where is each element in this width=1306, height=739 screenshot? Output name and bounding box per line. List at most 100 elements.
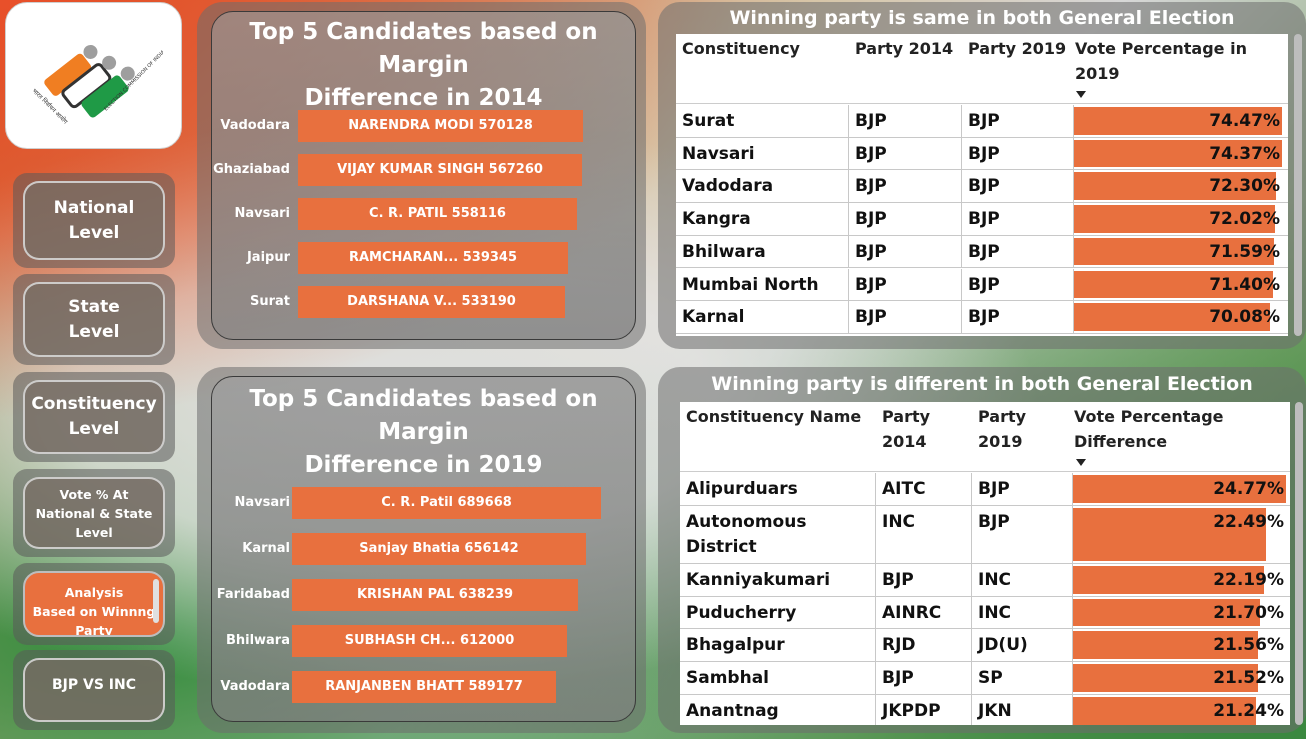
table-diff-header-party-2019-line2: 2019 (978, 432, 1023, 451)
nav-analysis-label-2: Based on Winnng (32, 604, 156, 619)
cell-party-2019: BJP (962, 268, 1074, 301)
bar[interactable]: RANJANBEN BHATT 589177 (292, 671, 556, 703)
table-same: Constituency Party 2014 Party 2019 Vote … (676, 34, 1288, 336)
sort-desc-icon[interactable] (1076, 459, 1086, 466)
sort-desc-icon[interactable] (1076, 91, 1086, 98)
table-row[interactable]: Bhilwara BJP BJP 71.59% (676, 235, 1288, 269)
bar[interactable]: KRISHAN PAL 638239 (292, 579, 578, 611)
cell-vote-percentage: 72.02% (1074, 203, 1284, 235)
bar-category-label: Navsari (234, 206, 290, 221)
cell-vote-difference: 22.49% (1073, 506, 1288, 563)
table-row[interactable]: Autonomous District INC BJP 22.49% (680, 505, 1290, 564)
cell-constituency-name: Sambhal (680, 662, 876, 694)
nav-state-level-button[interactable]: State Level (13, 274, 175, 365)
cell-party-2014: BJP (849, 268, 962, 301)
cell-constituency: Bhilwara (676, 235, 849, 268)
bar-row[interactable]: Surat DARSHANA V... 533190 (212, 286, 635, 318)
table-same-header-vote[interactable]: Vote Percentage in 2019 (1069, 34, 1251, 86)
vote-percentage-bar (1074, 303, 1270, 331)
vote-difference-value: 24.77% (1213, 479, 1284, 499)
table-diff-scrollbar[interactable] (1295, 402, 1303, 725)
bar-category-label: Karnal (242, 541, 290, 556)
table-same-panel: Winning party is same in both General El… (658, 2, 1306, 349)
cell-constituency-name: Autonomous District (680, 505, 876, 563)
bar-row[interactable]: Vadodara RANJANBEN BHATT 589177 (212, 671, 635, 703)
nav-constituency-level-button[interactable]: Constituency Level (13, 372, 175, 462)
table-row[interactable]: Puducherry AINRC INC 21.70% (680, 596, 1290, 630)
bar[interactable]: SUBHASH CH... 612000 (292, 625, 567, 657)
table-row[interactable]: Navsari BJP BJP 74.37% (676, 137, 1288, 171)
bar[interactable]: Sanjay Bhatia 656142 (292, 533, 586, 565)
table-row[interactable]: Bhagalpur RJD JD(U) 21.56% (680, 629, 1290, 663)
table-diff-header-party-2014[interactable]: Party 2014 (876, 402, 934, 454)
nav-bjp-vs-inc-button[interactable]: BJP VS INC (13, 650, 175, 730)
bar-row[interactable]: Vadodara NARENDRA MODI 570128 (212, 110, 635, 142)
bar-category-label: Vadodara (220, 679, 290, 694)
table-row[interactable]: Surat BJP BJP 74.47% (676, 105, 1288, 138)
bar-data-label: NARENDRA MODI 570128 (348, 118, 533, 133)
bar-row[interactable]: Karnal Sanjay Bhatia 656142 (212, 533, 635, 565)
cell-party-2019: BJP (972, 505, 1073, 563)
table-row[interactable]: Karnal BJP BJP 70.08% (676, 301, 1288, 334)
bar-category-label: Bhilwara (225, 633, 290, 648)
cell-constituency: Karnal (676, 301, 849, 333)
chart-2014-title-2: Difference in 2014 (304, 85, 543, 111)
table-same-header-constituency[interactable]: Constituency (682, 39, 800, 58)
table-same-scrollbar[interactable] (1294, 34, 1302, 336)
table-row[interactable]: Kanniyakumari BJP INC 22.19% (680, 563, 1290, 597)
table-row[interactable]: Kangra BJP BJP 72.02% (676, 203, 1288, 236)
table-same-header-party-2019[interactable]: Party 2019 (968, 39, 1067, 58)
table-diff-header-constituency-name[interactable]: Constituency Name (686, 407, 862, 426)
bar-row[interactable]: Navsari C. R. PATIL 558116 (212, 198, 635, 230)
bar[interactable]: C. R. Patil 689668 (292, 487, 601, 519)
cell-constituency: Navsari (676, 137, 849, 170)
chart-2014-title-1: Top 5 Candidates based on Margin (249, 19, 598, 78)
cell-party-2014: BJP (849, 235, 962, 268)
bar-data-label: SUBHASH CH... 612000 (344, 633, 515, 648)
bar-row[interactable]: Ghaziabad VIJAY KUMAR SINGH 567260 (212, 154, 635, 186)
vote-percentage-value: 72.02% (1209, 209, 1280, 230)
nav-analysis-winning-party-button[interactable]: Analysis Based on Winnng Party (13, 563, 175, 645)
cell-party-2019: BJP (962, 235, 1074, 268)
bar-row[interactable]: Jaipur RAMCHARAN... 539345 (212, 242, 635, 274)
bar[interactable]: RAMCHARAN... 539345 (298, 242, 568, 274)
bar[interactable]: NARENDRA MODI 570128 (298, 110, 583, 142)
table-diff-title: Winning party is different in both Gener… (711, 373, 1253, 395)
bar-row[interactable]: Navsari C. R. Patil 689668 (212, 487, 635, 519)
table-diff-header-vote[interactable]: Vote Percentage Difference (1068, 402, 1228, 454)
cell-vote-percentage: 72.30% (1074, 170, 1284, 202)
table-same-header-vote-line2: 2019 (1075, 64, 1120, 83)
cell-party-2014: BJP (849, 301, 962, 333)
cell-vote-difference: 21.56% (1073, 629, 1288, 661)
vote-difference-bar (1073, 664, 1258, 692)
table-row[interactable]: Anantnag JKPDP JKN 21.24% (680, 695, 1290, 725)
cell-constituency-name: Kanniyakumari (680, 563, 876, 596)
table-diff-header-party-2019[interactable]: Party 2019 (972, 402, 1030, 454)
bar-data-label: C. R. Patil 689668 (381, 495, 512, 510)
nav-vote-percent-button[interactable]: Vote % At National & State Level (13, 469, 175, 557)
cell-constituency-name: Anantnag (680, 695, 876, 725)
table-same-header-party-2014[interactable]: Party 2014 (855, 39, 954, 58)
bar-row[interactable]: Bhilwara SUBHASH CH... 612000 (212, 625, 635, 657)
table-row[interactable]: Alipurduars AITC BJP 24.77% (680, 473, 1290, 506)
cell-constituency-name: Alipurduars (680, 473, 876, 505)
nav-national-level-button[interactable]: National Level (13, 173, 175, 268)
cell-party-2014: BJP (849, 170, 962, 203)
cell-constituency-name: Puducherry (680, 596, 876, 629)
table-row[interactable]: Mumbai North BJP BJP 71.40% (676, 268, 1288, 302)
vote-percentage-bar (1074, 205, 1275, 233)
nav-analysis-label-3: Party (75, 623, 113, 637)
table-row[interactable]: Sambhal BJP SP 21.52% (680, 662, 1290, 695)
table-row[interactable]: Vadodara BJP BJP 72.30% (676, 170, 1288, 204)
nav-analysis-scrollbar[interactable] (153, 579, 159, 623)
cell-party-2019: JKN (972, 695, 1073, 725)
bar[interactable]: VIJAY KUMAR SINGH 567260 (298, 154, 582, 186)
table-same-header-vote-line1: Vote Percentage in (1075, 39, 1247, 58)
vote-difference-value: 21.70% (1213, 602, 1284, 623)
bar[interactable]: C. R. PATIL 558116 (298, 198, 577, 230)
table-diff: Constituency Name Party 2014 Party 2019 … (680, 402, 1290, 725)
bar-row[interactable]: Faridabad KRISHAN PAL 638239 (212, 579, 635, 611)
table-diff-header-vote-line2: Difference (1074, 432, 1168, 451)
bar[interactable]: DARSHANA V... 533190 (298, 286, 565, 318)
cell-constituency: Surat (676, 105, 849, 137)
